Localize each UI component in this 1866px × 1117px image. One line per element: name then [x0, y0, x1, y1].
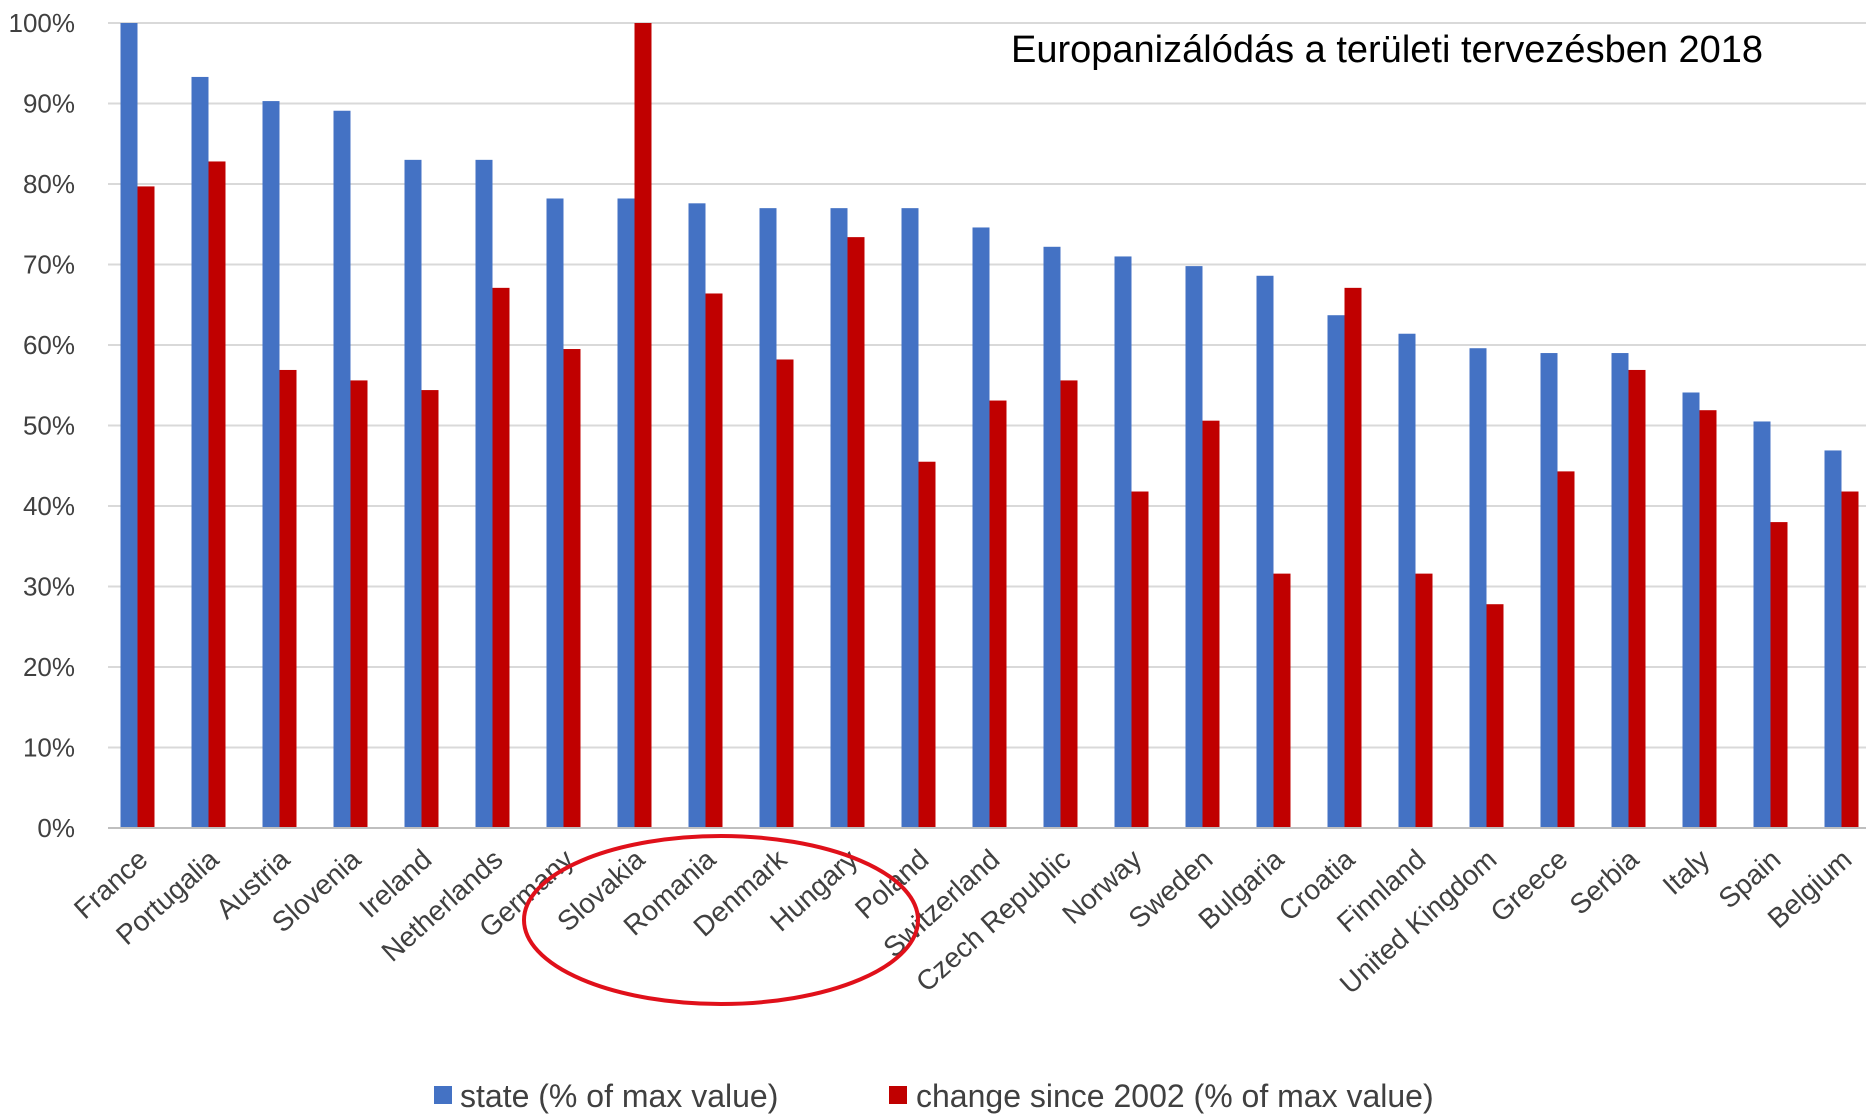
y-tick-label: 100% — [9, 8, 76, 38]
bar-change — [279, 369, 297, 828]
y-tick-label: 0% — [37, 813, 75, 843]
bar-change — [1273, 573, 1291, 828]
bar-change — [634, 23, 652, 828]
legend: state (% of max value) change since 2002… — [434, 1078, 1434, 1114]
bar-state — [333, 110, 351, 829]
bar-state — [1043, 246, 1061, 829]
bar-change — [1628, 369, 1646, 828]
y-tick-label: 40% — [23, 491, 75, 521]
legend-label-change: change since 2002 (% of max value) — [916, 1078, 1434, 1114]
y-tick-label: 80% — [23, 169, 75, 199]
bar-state — [1753, 421, 1771, 828]
bar-change — [1060, 380, 1078, 828]
bar-state — [546, 198, 564, 829]
bar-change — [350, 380, 368, 828]
bar-state — [1824, 450, 1842, 828]
bar-change — [208, 161, 226, 828]
bar-state — [1398, 333, 1416, 828]
legend-label-state: state (% of max value) — [460, 1078, 778, 1114]
bar-state — [830, 208, 848, 828]
bar-change — [1770, 522, 1788, 828]
bar-state — [1611, 353, 1629, 828]
bar-change — [137, 186, 155, 829]
bar-change — [776, 359, 794, 828]
legend-swatch-state — [434, 1086, 452, 1104]
bar-change — [989, 400, 1007, 828]
bar-state — [901, 208, 919, 828]
bar-state — [617, 198, 635, 829]
bar-state — [1256, 275, 1274, 828]
bar-state — [1185, 266, 1203, 828]
bar-change — [1699, 410, 1717, 828]
bar-state — [1114, 256, 1132, 828]
y-tick-label: 10% — [23, 733, 75, 763]
bar-change — [1415, 573, 1433, 828]
y-tick-label: 30% — [23, 572, 75, 602]
bar-change — [918, 461, 936, 828]
legend-swatch-change — [889, 1086, 907, 1104]
bar-change — [421, 390, 439, 828]
bar-state — [1327, 315, 1345, 829]
highlight-ellipse — [522, 834, 920, 1006]
bar-state — [688, 203, 706, 828]
y-tick-label: 90% — [23, 89, 75, 119]
bar-state — [191, 76, 209, 828]
x-category-label: Italy — [1657, 843, 1716, 900]
bar-state — [1540, 353, 1558, 828]
chart-title: Europanizálódás a területi tervezésben 2… — [1011, 29, 1763, 71]
x-axis-category-labels: FrancePortugaliaAustriaSloveniaIrelandNe… — [68, 843, 1858, 1000]
x-category-label: Greece — [1485, 843, 1574, 927]
bar-state — [1469, 348, 1487, 828]
bar-change — [1841, 491, 1859, 828]
bar-state — [120, 23, 138, 828]
y-tick-label: 60% — [23, 330, 75, 360]
bar-state — [404, 159, 422, 829]
bar-change — [1202, 420, 1220, 828]
y-tick-label: 70% — [23, 250, 75, 280]
y-tick-label: 50% — [23, 411, 75, 441]
y-tick-label: 20% — [23, 652, 75, 682]
bar-change — [1557, 471, 1575, 828]
bar-state — [972, 227, 990, 829]
bar-change — [563, 349, 581, 828]
bar-state — [1682, 392, 1700, 828]
bar-change — [847, 237, 865, 828]
y-axis-tick-labels: 0% 10% 20% 30% 40% 50% 60% 70% 80% 90% 100% — [9, 8, 76, 843]
bar-change — [1344, 287, 1362, 829]
x-category-label: Serbia — [1564, 843, 1645, 920]
bars — [120, 23, 1859, 829]
bar-state — [262, 101, 280, 828]
bar-state — [475, 159, 493, 829]
bar-change — [492, 287, 510, 829]
bar-change — [705, 293, 723, 829]
bar-change — [1486, 604, 1504, 828]
bar-change — [1131, 491, 1149, 828]
bar-state — [759, 208, 777, 828]
